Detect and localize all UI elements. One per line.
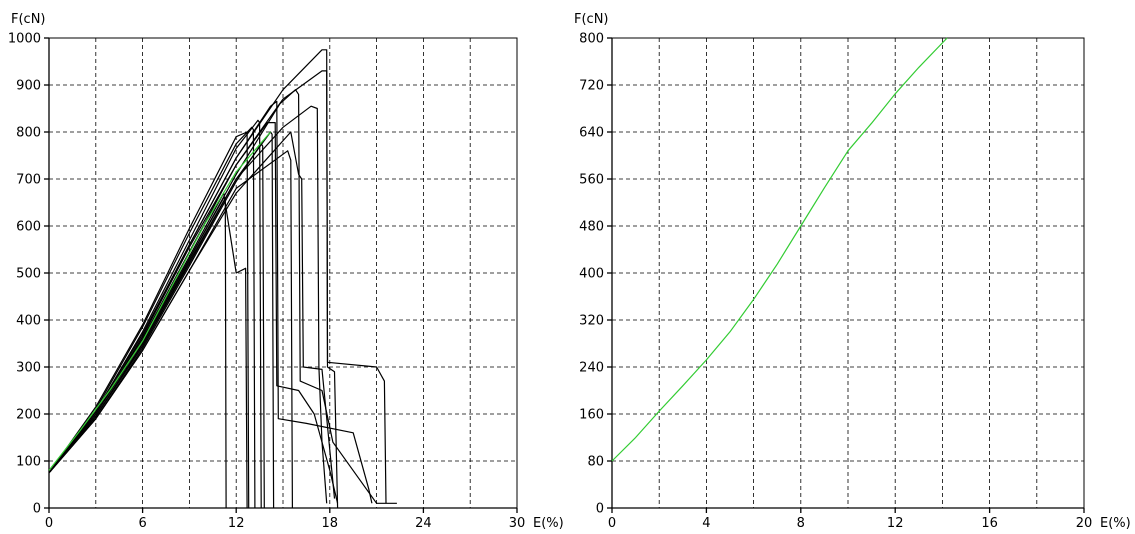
y-tick-label: 800 [579,32,604,47]
y-tick-label: 300 [16,361,41,376]
x-tick-label: 20 [1076,516,1093,531]
x-tick-label: 24 [415,516,432,531]
y-tick-label: 500 [16,267,41,282]
series-line [48,131,250,509]
y-tick-label: 400 [16,314,41,329]
axes-left [44,37,518,513]
x-tick-label: 8 [797,516,805,531]
x-tick-label: 12 [228,516,245,531]
y-tick-labels-left: 0 100 200 300 400 500 600 700 800 900 1000 [8,32,41,517]
series-line [48,131,275,509]
series-line-highlight [48,131,271,471]
series-line [48,192,248,509]
y-tick-label: 240 [579,361,604,376]
series-line [48,49,339,509]
series-line [48,89,397,504]
x-tick-label: 30 [509,516,526,531]
chart-right: 0 80 160 240 320 400 480 560 640 720 800 0 4 8 12 16 20… [574,12,1131,531]
x-axis-label-left: E(%) [533,516,564,531]
y-tick-label: 160 [579,408,604,423]
grid-left [49,38,517,508]
y-axis-label-right: F(cN) [574,12,609,27]
y-tick-label: 900 [16,79,41,94]
series-line [48,70,387,504]
series-line [48,100,373,504]
x-axis-label-right: E(%) [1100,516,1131,531]
y-tick-label: 640 [579,126,604,141]
x-tick-label: 6 [138,516,146,531]
x-tick-label: 18 [322,516,339,531]
series-line [48,121,339,504]
chart-left: 0 100 200 300 400 500 600 700 800 900 1000 0 6 12 18 2… [8,12,564,531]
series-line [48,105,328,504]
x-tick-label: 12 [887,516,904,531]
y-tick-label: 560 [579,173,604,188]
x-tick-label: 0 [45,516,53,531]
series-line-highlight [611,37,948,462]
series-group-left [48,49,397,509]
series-line [48,126,256,509]
y-tick-label: 600 [16,220,41,235]
y-tick-label: 0 [596,502,604,517]
x-tick-labels-left: 0 6 12 18 24 30 [45,516,525,531]
y-tick-label: 100 [16,455,41,470]
x-tick-label: 16 [981,516,998,531]
axes-right [607,37,1085,513]
y-tick-label: 720 [579,79,604,94]
y-tick-label: 400 [579,267,604,282]
series-line [48,131,336,499]
y-tick-label: 480 [579,220,604,235]
x-tick-labels-right: 0 4 8 12 16 20 [608,516,1092,531]
y-tick-label: 80 [587,455,604,470]
x-tick-label: 4 [702,516,710,531]
y-tick-label: 0 [33,502,41,517]
x-tick-label: 0 [608,516,616,531]
y-axis-label-left: F(cN) [11,12,46,27]
y-tick-label: 200 [16,408,41,423]
grid-right [612,38,1084,508]
y-tick-label: 800 [16,126,41,141]
y-tick-label: 700 [16,173,41,188]
y-tick-label: 1000 [8,32,41,47]
y-tick-label: 320 [579,314,604,329]
series-group-right [611,37,948,462]
series-line [48,150,293,509]
y-tick-labels-right: 0 80 160 240 320 400 480 560 640 720 800 [579,32,604,517]
